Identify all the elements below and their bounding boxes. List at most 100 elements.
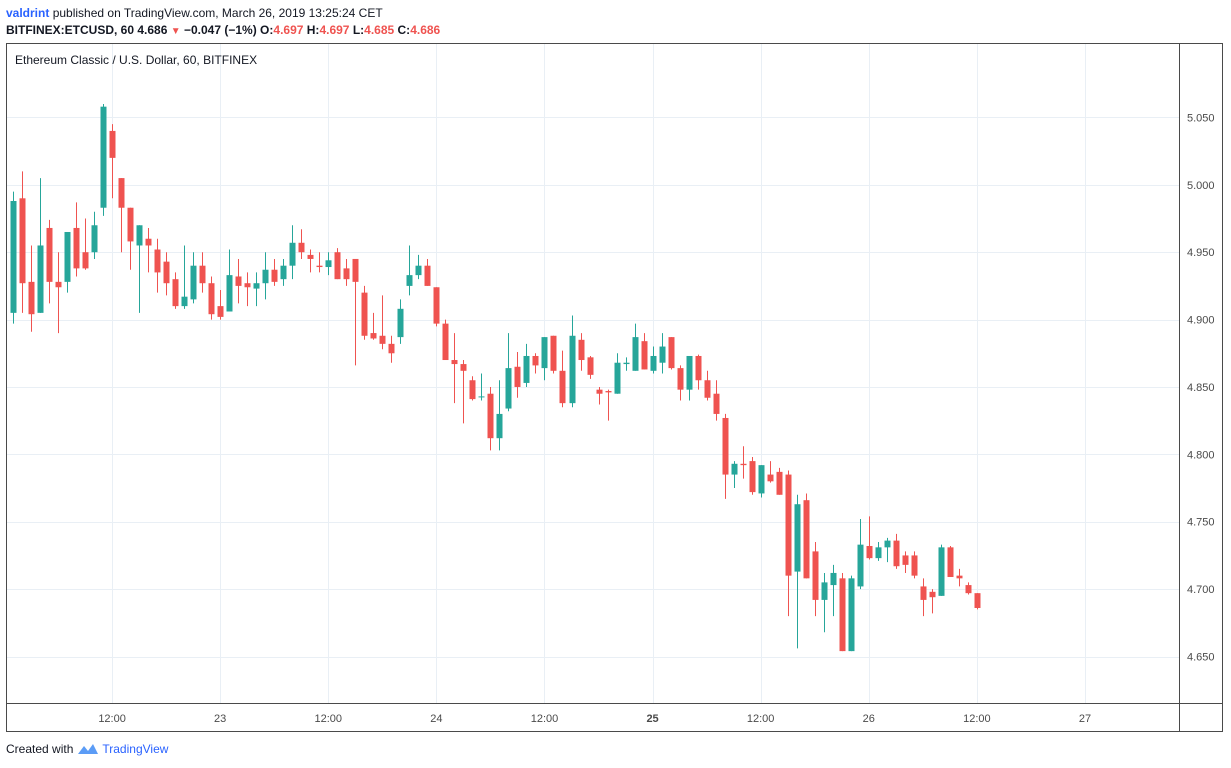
candle-down[interactable]	[514, 366, 521, 387]
candle-up[interactable]	[478, 396, 485, 398]
candle-down[interactable]	[776, 471, 783, 495]
candle-up[interactable]	[857, 544, 864, 587]
candle-down[interactable]	[73, 227, 80, 269]
candle-up[interactable]	[830, 572, 837, 586]
time-axis[interactable]: 12:00 23 12:00 24 12:00 25 12:00 26 12:00 27	[98, 713, 1091, 725]
candle-up[interactable]	[875, 547, 882, 559]
candle-down[interactable]	[316, 265, 323, 268]
candle-up[interactable]	[794, 504, 801, 572]
candle-down[interactable]	[920, 586, 927, 600]
candle-down[interactable]	[911, 555, 918, 576]
candle-down[interactable]	[307, 254, 314, 259]
candle-down[interactable]	[361, 292, 368, 336]
candle-up[interactable]	[226, 275, 233, 312]
tradingview-brand[interactable]: TradingView	[102, 742, 169, 756]
candle-down[interactable]	[578, 339, 585, 361]
candle-down[interactable]	[740, 463, 747, 466]
candle-down[interactable]	[587, 357, 594, 375]
candle-down[interactable]	[235, 276, 242, 286]
candle-up[interactable]	[505, 368, 512, 409]
candle-down[interactable]	[109, 130, 116, 158]
candle-up[interactable]	[64, 231, 71, 282]
candle-down[interactable]	[352, 258, 359, 282]
candle-up[interactable]	[569, 335, 576, 404]
candle-up[interactable]	[415, 265, 422, 276]
candle-down[interactable]	[424, 265, 431, 286]
candle-down[interactable]	[469, 380, 476, 400]
candle-down[interactable]	[713, 393, 720, 414]
candle-down[interactable]	[442, 323, 449, 361]
candle-down[interactable]	[956, 575, 963, 579]
candle-up[interactable]	[181, 296, 188, 307]
candle-down[interactable]	[929, 591, 936, 598]
candle-down[interactable]	[370, 333, 377, 339]
candle-down[interactable]	[19, 198, 26, 284]
price-axis[interactable]: 5.050 5.000 4.950 4.900 4.850 4.800 4.750 4.700…	[1187, 112, 1215, 663]
candle-down[interactable]	[974, 593, 981, 608]
candle-up[interactable]	[541, 337, 548, 369]
candle-down[interactable]	[460, 364, 467, 371]
candle-up[interactable]	[190, 265, 197, 300]
candle-up[interactable]	[100, 106, 107, 208]
candle-down[interactable]	[334, 252, 341, 280]
candle-down[interactable]	[388, 343, 395, 354]
candle-up[interactable]	[136, 225, 143, 246]
candle-down[interactable]	[217, 306, 224, 317]
candle-down[interactable]	[28, 281, 35, 315]
candle-down[interactable]	[271, 269, 278, 282]
candle-up[interactable]	[686, 355, 693, 390]
candle-down[interactable]	[803, 500, 810, 579]
candle-up[interactable]	[821, 582, 828, 600]
candle-down[interactable]	[433, 287, 440, 324]
candle-up[interactable]	[496, 413, 503, 439]
candle-down[interactable]	[749, 461, 756, 493]
candle-down[interactable]	[605, 391, 612, 393]
candle-down[interactable]	[785, 474, 792, 576]
candle-up[interactable]	[614, 362, 621, 394]
candle-down[interactable]	[767, 474, 774, 482]
author-link[interactable]: valdrint	[6, 6, 50, 20]
candle-up[interactable]	[623, 362, 630, 365]
candle-down[interactable]	[379, 335, 386, 344]
candle-up[interactable]	[37, 245, 44, 313]
candle-down[interactable]	[965, 585, 972, 594]
candle-up[interactable]	[650, 355, 657, 371]
candle-down[interactable]	[343, 268, 350, 280]
candle-down[interactable]	[677, 368, 684, 390]
candle-up[interactable]	[848, 578, 855, 652]
candle-down[interactable]	[163, 261, 170, 284]
candle-down[interactable]	[596, 389, 603, 394]
candle-up[interactable]	[280, 265, 287, 280]
candle-down[interactable]	[208, 283, 215, 315]
candle-down[interactable]	[893, 540, 900, 567]
candle-up[interactable]	[884, 540, 891, 548]
candle-up[interactable]	[659, 346, 666, 363]
candle-up[interactable]	[632, 337, 639, 371]
candle-down[interactable]	[46, 227, 53, 282]
candle-down[interactable]	[550, 335, 557, 371]
candle-up[interactable]	[938, 547, 945, 596]
candle-up[interactable]	[253, 283, 260, 289]
candle-up[interactable]	[397, 308, 404, 338]
candle-down[interactable]	[82, 252, 89, 269]
candle-up[interactable]	[325, 260, 332, 268]
candle-up[interactable]	[758, 465, 765, 494]
candle-down[interactable]	[902, 555, 909, 565]
candle-down[interactable]	[695, 355, 702, 381]
candle-down[interactable]	[641, 341, 648, 370]
candle-down[interactable]	[451, 360, 458, 365]
candle-up[interactable]	[731, 463, 738, 475]
candle-down[interactable]	[154, 249, 161, 273]
candle-up[interactable]	[262, 269, 269, 284]
candle-down[interactable]	[668, 337, 675, 369]
candle-down[interactable]	[118, 178, 125, 208]
candle-up[interactable]	[523, 355, 530, 383]
candle-up[interactable]	[10, 201, 17, 313]
candle-down[interactable]	[812, 551, 819, 600]
candle-up[interactable]	[289, 242, 296, 266]
candle-down[interactable]	[704, 380, 711, 398]
candle-down[interactable]	[532, 355, 539, 366]
candle-down[interactable]	[559, 370, 566, 404]
candle-up[interactable]	[406, 275, 413, 286]
candle-down[interactable]	[172, 279, 179, 307]
